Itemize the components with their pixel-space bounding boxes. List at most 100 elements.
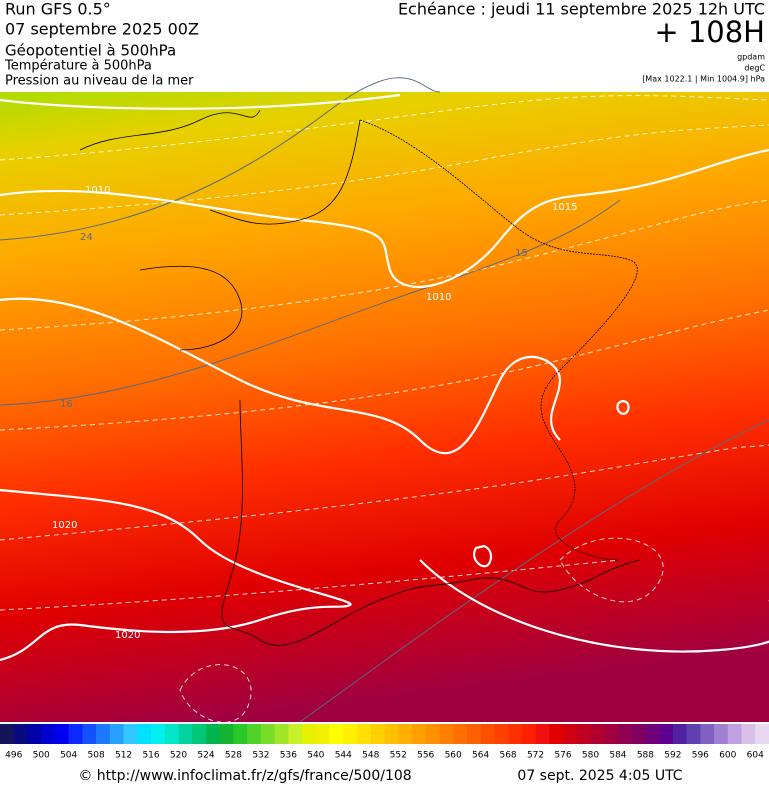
forecast: Echéance : jeudi 11 septembre 2025 12h U…: [398, 0, 765, 19]
coastline: [79, 109, 641, 646]
contour-label: 1020: [115, 630, 140, 641]
color-swatch: [219, 724, 234, 744]
legend-label: 496: [5, 751, 22, 761]
color-swatch: [686, 724, 701, 744]
color-legend: 496 500 504 508 512 516 520 524 528 532 536 540 544 5…: [0, 724, 769, 761]
color-swatch: [288, 724, 303, 744]
legend-label: 524: [197, 751, 214, 761]
color-swatch: [411, 724, 426, 744]
legend-label: 600: [719, 751, 736, 761]
color-swatch: [755, 724, 769, 744]
color-swatch: [439, 724, 454, 744]
contour-label: 24: [80, 232, 93, 243]
color-swatch: [192, 724, 207, 744]
contour-label: 1010: [85, 185, 110, 196]
color-swatch: [13, 724, 28, 744]
color-swatch: [604, 724, 619, 744]
legend-label: 564: [472, 751, 489, 761]
temperature-field: [0, 92, 769, 722]
color-swatch: [741, 724, 756, 744]
color-swatch: [357, 724, 372, 744]
legend-label: 536: [280, 751, 297, 761]
legend-label: 516: [142, 751, 159, 761]
legend-label: 512: [115, 751, 132, 761]
color-swatch: [27, 724, 42, 744]
field: Géopotentiel à 500hPa: [5, 42, 176, 60]
color-swatch: [590, 724, 605, 744]
legend-label: 592: [664, 751, 681, 761]
legend-label: 580: [582, 751, 599, 761]
isotherms: [0, 95, 769, 723]
color-swatch: [233, 724, 248, 744]
legend-label: 508: [88, 751, 105, 761]
source-url: © http://www.infoclimat.fr/z/gfs/france/…: [78, 768, 411, 784]
legend-label: 504: [60, 751, 77, 761]
color-swatch: [137, 724, 152, 744]
color-swatch: [260, 724, 275, 744]
color-swatch: [659, 724, 674, 744]
legend-label: 584: [609, 751, 626, 761]
color-swatch: [54, 724, 69, 744]
color-swatch: [549, 724, 564, 744]
color-swatch: [343, 724, 358, 744]
color-swatch: [617, 724, 632, 744]
run-date: 07 septembre 2025 00Z: [5, 20, 199, 39]
color-swatch: [82, 724, 97, 744]
color-swatch: [425, 724, 440, 744]
color-swatch: [700, 724, 715, 744]
legend-label: 520: [170, 751, 187, 761]
color-swatch: [563, 724, 578, 744]
color-swatch: [329, 724, 344, 744]
color-swatch: [576, 724, 591, 744]
color-swatch: [151, 724, 166, 744]
contour-label: 1015: [552, 202, 577, 213]
unit: gpdam: [737, 53, 765, 62]
color-swatch: [370, 724, 385, 744]
unit: degC: [744, 64, 765, 73]
legend-label: 532: [252, 751, 269, 761]
color-swatch: [714, 724, 729, 744]
legend-label: 588: [637, 751, 654, 761]
header: Run GFS 0.5° 07 septembre 2025 00Z Géopo…: [4, 0, 765, 89]
lead-time: + 108H: [654, 15, 765, 49]
color-swatch: [123, 724, 138, 744]
color-swatch: [508, 724, 523, 744]
color-swatch: [480, 724, 495, 744]
color-swatch: [164, 724, 179, 744]
legend-label: 560: [445, 751, 462, 761]
geopotential: [0, 77, 769, 723]
legend-label: 576: [554, 751, 571, 761]
color-swatch: [205, 724, 221, 744]
color-swatch: [68, 724, 83, 744]
generated-time: 07 sept. 2025 4:05 UTC: [517, 768, 682, 784]
map: 1010 24 1015 15 1010 16 1020 1020: [0, 77, 769, 723]
color-swatch: [398, 724, 413, 744]
legend-label: 572: [527, 751, 544, 761]
contour-label: 16: [60, 399, 73, 410]
color-swatch: [727, 724, 742, 744]
contour-label: 1010: [426, 292, 451, 303]
color-swatch: [0, 724, 15, 744]
color-swatch: [302, 724, 317, 744]
legend-label: 540: [307, 751, 324, 761]
run: Run GFS 0.5°: [5, 0, 111, 19]
color-swatch: [494, 724, 509, 744]
color-swatch: [535, 724, 550, 744]
field: Pression au niveau de la mer: [5, 74, 194, 89]
color-swatch: [453, 724, 468, 744]
legend-label: 556: [417, 751, 434, 761]
legend-label: 604: [747, 751, 764, 761]
color-swatch: [41, 724, 56, 744]
color-swatch: [247, 724, 262, 744]
color-swatch: [178, 724, 193, 744]
color-swatch: [274, 724, 289, 744]
legend-label: 500: [33, 751, 50, 761]
color-swatch: [672, 724, 687, 744]
legend-label: 528: [225, 751, 242, 761]
color-swatch: [645, 724, 660, 744]
contour-label: 1020: [52, 520, 77, 531]
legend-label: 548: [362, 751, 379, 761]
legend-label: 552: [390, 751, 407, 761]
legend-label: 596: [692, 751, 709, 761]
